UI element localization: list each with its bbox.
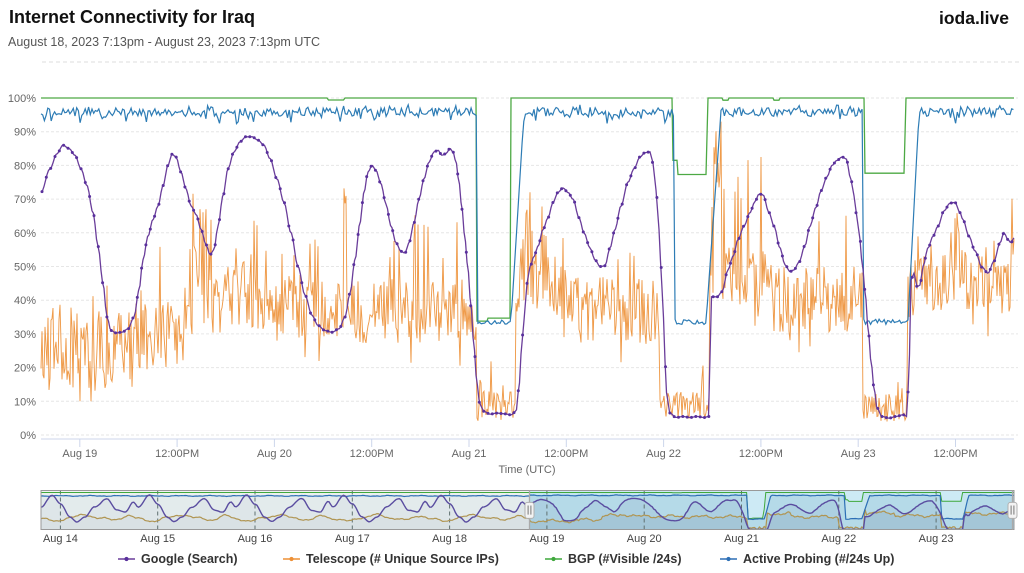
svg-text:60%: 60% bbox=[14, 228, 36, 240]
svg-text:12:00PM: 12:00PM bbox=[739, 448, 783, 460]
svg-text:50%: 50% bbox=[14, 262, 36, 274]
svg-text:Aug 23: Aug 23 bbox=[919, 533, 954, 545]
svg-text:Aug 21: Aug 21 bbox=[452, 448, 487, 460]
svg-text:12:00PM: 12:00PM bbox=[350, 448, 394, 460]
svg-text:Aug 20: Aug 20 bbox=[257, 448, 292, 460]
svg-text:Aug 18: Aug 18 bbox=[432, 533, 467, 545]
svg-text:70%: 70% bbox=[14, 194, 36, 206]
svg-text:10%: 10% bbox=[14, 396, 36, 408]
svg-text:Time (UTC): Time (UTC) bbox=[498, 464, 555, 476]
svg-text:Aug 20: Aug 20 bbox=[627, 533, 662, 545]
svg-text:Aug 14: Aug 14 bbox=[43, 533, 78, 545]
svg-text:40%: 40% bbox=[14, 295, 36, 307]
svg-text:12:00PM: 12:00PM bbox=[544, 448, 588, 460]
svg-text:Aug 17: Aug 17 bbox=[335, 533, 370, 545]
svg-text:90%: 90% bbox=[14, 127, 36, 139]
svg-text:12:00PM: 12:00PM bbox=[155, 448, 199, 460]
svg-text:30%: 30% bbox=[14, 329, 36, 341]
svg-text:Aug 21: Aug 21 bbox=[724, 533, 759, 545]
svg-text:Aug 19: Aug 19 bbox=[62, 448, 97, 460]
svg-text:Aug 19: Aug 19 bbox=[529, 533, 564, 545]
svg-text:Aug 16: Aug 16 bbox=[238, 533, 273, 545]
svg-text:Aug 23: Aug 23 bbox=[841, 448, 876, 460]
svg-text:Aug 15: Aug 15 bbox=[140, 533, 175, 545]
svg-text:12:00PM: 12:00PM bbox=[933, 448, 977, 460]
svg-text:0%: 0% bbox=[20, 430, 36, 442]
svg-text:Aug 22: Aug 22 bbox=[821, 533, 856, 545]
svg-text:100%: 100% bbox=[8, 93, 36, 105]
svg-text:80%: 80% bbox=[14, 160, 36, 172]
svg-text:Aug 22: Aug 22 bbox=[646, 448, 681, 460]
svg-text:20%: 20% bbox=[14, 363, 36, 375]
